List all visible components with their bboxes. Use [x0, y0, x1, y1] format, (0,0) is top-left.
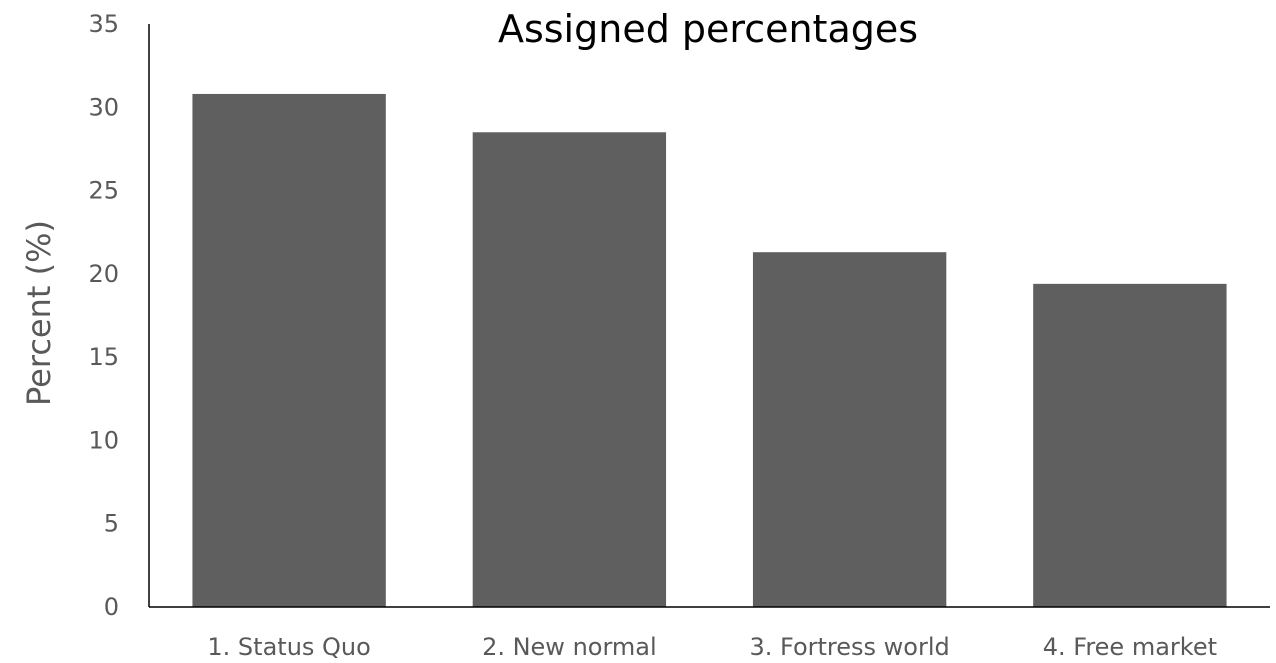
bar-1	[192, 93, 386, 607]
y-tick-label: 25	[88, 177, 119, 205]
y-axis-ticks: 0 5 10 15 20 25 30 35	[88, 10, 119, 621]
x-tick-label: 1. Status Quo	[207, 633, 370, 661]
y-tick-label: 5	[104, 510, 119, 538]
y-tick-label: 15	[88, 343, 119, 371]
x-tick-label: 3. Fortress world	[749, 633, 949, 661]
bar-4	[1033, 283, 1227, 607]
y-tick-label: 10	[88, 426, 119, 454]
y-tick-label: 0	[104, 593, 119, 621]
x-tick-label: 4. Free market	[1043, 633, 1217, 661]
bar-2	[472, 132, 667, 607]
y-tick-label: 20	[88, 260, 119, 288]
y-tick-label: 35	[88, 10, 119, 38]
y-axis-label: Percent (%)	[20, 220, 58, 406]
y-tick-label: 30	[88, 93, 119, 121]
bar-3	[752, 252, 947, 607]
x-tick-label: 2. New normal	[482, 633, 657, 661]
x-axis-ticks: 1. Status Quo 2. New normal 3. Fortress wo…	[207, 633, 1217, 661]
bars	[192, 93, 1227, 607]
chart-title: Assigned percentages	[498, 7, 918, 51]
